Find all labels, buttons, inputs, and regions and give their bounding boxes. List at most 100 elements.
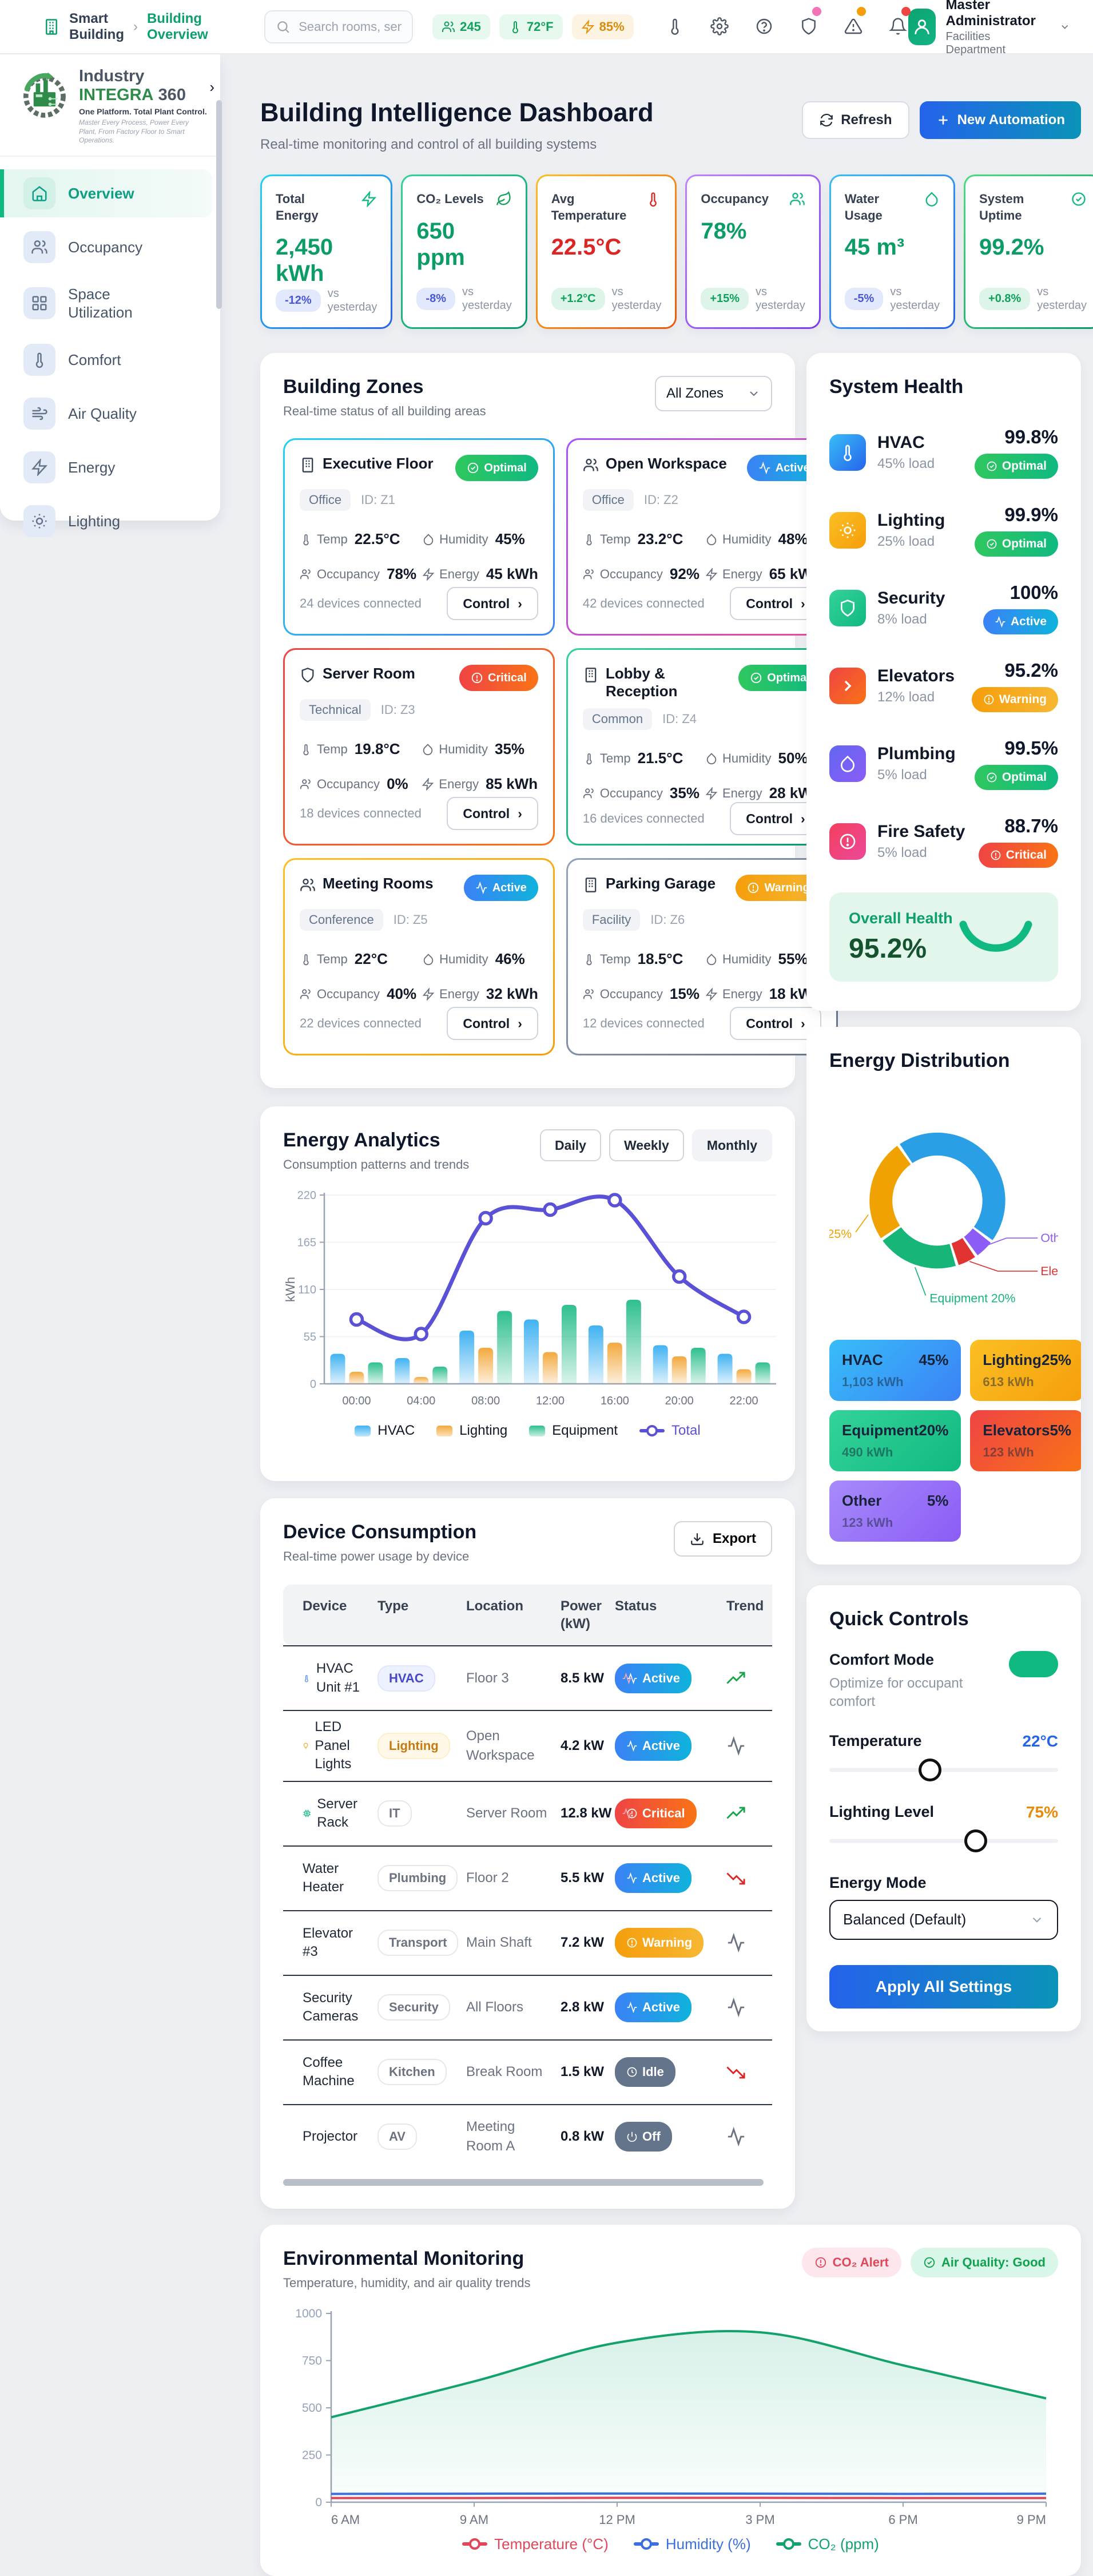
zone-control-button[interactable]: Control › bbox=[730, 802, 821, 836]
device-row-server-rack: Server Rack IT Server Room 12.8 kW Criti… bbox=[283, 1780, 772, 1845]
sidebar-item-space-utilization[interactable]: Space Utilization bbox=[0, 277, 212, 330]
svg-text:08:00: 08:00 bbox=[471, 1395, 500, 1407]
user-role: Facilities Department bbox=[945, 30, 1006, 56]
sidebar: Industry INTEGRA 360 One Platform. Total… bbox=[0, 54, 220, 537]
temperature-slider[interactable] bbox=[829, 1757, 1058, 1783]
pulse-icon bbox=[622, 1672, 633, 1684]
search-box[interactable] bbox=[264, 10, 414, 43]
energy-distribution-panel: Energy Distribution Other 5% Elevators 5%… bbox=[806, 1027, 1081, 1565]
energy-mode-label: Energy Mode bbox=[829, 1874, 927, 1891]
zone-control-button[interactable]: Control › bbox=[447, 587, 538, 620]
alert-triangle-icon[interactable] bbox=[844, 6, 866, 37]
zone-card-meeting-rooms: Meeting Rooms Active Conference ID: Z5 Te… bbox=[283, 858, 555, 1055]
zone-card-parking-garage: Parking Garage Warning Facility ID: Z6 Te… bbox=[566, 858, 838, 1055]
svg-text:0: 0 bbox=[310, 1378, 316, 1391]
trend-down-icon bbox=[726, 2062, 772, 2082]
search-input[interactable] bbox=[299, 19, 402, 34]
table-horizontal-scrollbar[interactable] bbox=[283, 2178, 764, 2186]
environment-legend: Temperature (°C) Humidity (%) CO₂ (ppm) bbox=[283, 2535, 1058, 2553]
help-icon[interactable] bbox=[755, 17, 774, 37]
breadcrumb-brand[interactable]: Smart Building bbox=[69, 10, 124, 42]
power-icon bbox=[627, 2132, 637, 2142]
sidebar-scrollbar[interactable] bbox=[216, 100, 222, 309]
zone-control-button[interactable]: Control › bbox=[447, 1007, 538, 1040]
svg-text:20:00: 20:00 bbox=[665, 1395, 694, 1407]
air-quality-badge: Air Quality: Good bbox=[910, 2247, 1058, 2277]
overall-health: Overall Health 95.2% bbox=[829, 892, 1058, 982]
sidebar-item-occupancy[interactable]: Occupancy bbox=[0, 223, 212, 271]
trend-up-icon bbox=[726, 1804, 772, 1823]
kpi-co2-levels: CO₂ Levels 650 ppm -8% vs yesterday bbox=[401, 174, 527, 329]
device-row-hvac-unit-1: HVAC Unit #1 HVAC Floor 3 8.5 kW Active bbox=[283, 1645, 772, 1710]
refresh-button[interactable]: Refresh bbox=[802, 101, 909, 139]
alert-circle-icon bbox=[829, 823, 866, 860]
tab-daily[interactable]: Daily bbox=[540, 1129, 601, 1161]
kpi-badge: +15% bbox=[701, 287, 749, 310]
sidebar-item-overview[interactable]: Overview bbox=[0, 169, 212, 217]
svg-text:9 PM: 9 PM bbox=[1017, 2513, 1046, 2527]
thermometer-tool-icon[interactable] bbox=[666, 17, 685, 37]
sidebar-item-air-quality[interactable]: Air Quality bbox=[0, 390, 212, 438]
tab-monthly[interactable]: Monthly bbox=[691, 1129, 772, 1161]
page-subtitle: Real-time monitoring and control of all … bbox=[260, 137, 597, 152]
zone-control-button[interactable]: Control › bbox=[447, 797, 538, 830]
comfort-mode-toggle[interactable] bbox=[1009, 1651, 1058, 1677]
svg-text:750: 750 bbox=[302, 2354, 322, 2367]
clock-icon bbox=[627, 2067, 637, 2077]
sidebar-collapse-button[interactable]: › bbox=[209, 78, 214, 96]
zone-control-button[interactable]: Control › bbox=[730, 1007, 821, 1040]
chip-icon bbox=[303, 1809, 311, 1817]
new-automation-button[interactable]: New Automation bbox=[919, 101, 1081, 139]
kpi-system-uptime: System Uptime 99.2% +0.8% vs yesterday bbox=[964, 174, 1093, 329]
tab-weekly[interactable]: Weekly bbox=[609, 1129, 684, 1161]
kpi-badge: -8% bbox=[416, 287, 455, 310]
energy-mode-select[interactable]: Balanced (Default) bbox=[829, 1899, 1058, 1940]
device-row-led-panel-lights: LED Panel Lights Lighting Open Workspace… bbox=[283, 1710, 772, 1780]
notification-dot bbox=[901, 6, 911, 16]
co2-alert-badge: CO₂ Alert bbox=[801, 2247, 901, 2277]
sidebar-item-comfort[interactable]: Comfort bbox=[0, 336, 212, 384]
zone-status-badge: Optimal bbox=[455, 455, 538, 481]
temperature-stat-pill: 72°F bbox=[499, 14, 563, 39]
environment-title: Environmental Monitoring bbox=[283, 2247, 524, 2269]
legend-swatch-lighting bbox=[436, 1425, 453, 1436]
chevron-right-icon: › bbox=[133, 18, 138, 34]
power-stat-pill: 85% bbox=[571, 14, 634, 39]
health-row-plumbing: Plumbing 5% load 99.5% Optimal bbox=[829, 732, 1058, 795]
zone-control-button[interactable]: Control › bbox=[730, 587, 821, 620]
user-menu[interactable]: Master Administrator Facilities Departme… bbox=[908, 0, 1070, 57]
sidebar-item-lighting[interactable]: Lighting bbox=[0, 497, 212, 545]
distribution-title: Energy Distribution bbox=[829, 1050, 1010, 1071]
bolt-icon bbox=[422, 567, 435, 581]
svg-text:6 AM: 6 AM bbox=[331, 2513, 360, 2527]
leaf-icon bbox=[496, 191, 511, 205]
building-zones-panel: Building Zones Real-time status of all b… bbox=[260, 353, 821, 1088]
svg-text:16:00: 16:00 bbox=[601, 1395, 629, 1407]
grid-icon bbox=[23, 287, 55, 320]
apply-all-settings-button[interactable]: Apply All Settings bbox=[829, 1964, 1058, 2009]
chevron-down-icon bbox=[750, 391, 758, 396]
thermometer-icon bbox=[305, 1675, 308, 1682]
device-row-elevator-3: Elevator #3 Transport Main Shaft 7.2 kW … bbox=[283, 1910, 772, 1975]
sidebar-item-energy[interactable]: Energy bbox=[0, 443, 212, 491]
alert-circle-icon bbox=[815, 2257, 826, 2268]
svg-text:Lighting 25%: Lighting 25% bbox=[829, 1227, 852, 1241]
svg-text:Other 5%: Other 5% bbox=[1040, 1231, 1058, 1245]
thermometer-icon bbox=[23, 343, 55, 376]
check-circle-icon bbox=[924, 2257, 935, 2268]
health-gauge-arc bbox=[953, 914, 1039, 960]
lighting-level-value: 75% bbox=[1026, 1803, 1058, 1821]
bell-icon[interactable] bbox=[888, 6, 911, 37]
lighting-level-slider[interactable] bbox=[829, 1828, 1058, 1853]
devices-title: Device Consumption bbox=[283, 1521, 477, 1543]
shield-icon[interactable] bbox=[800, 6, 821, 37]
device-row-coffee-machine: Coffee Machine Kitchen Break Room 1.5 kW… bbox=[283, 2039, 772, 2104]
zones-filter-select[interactable]: All Zones bbox=[655, 376, 772, 411]
check-circle-icon bbox=[1072, 192, 1086, 206]
devices-table: Device Type Location Power (kW) Status T… bbox=[283, 1585, 772, 2169]
trend-flat-icon bbox=[726, 2127, 772, 2147]
legend-card-hvac: HVAC 45% 1,103 kWh bbox=[829, 1340, 961, 1401]
export-button[interactable]: Export bbox=[673, 1521, 772, 1557]
notification-dot bbox=[856, 6, 866, 16]
settings-gear-icon[interactable] bbox=[710, 17, 730, 37]
